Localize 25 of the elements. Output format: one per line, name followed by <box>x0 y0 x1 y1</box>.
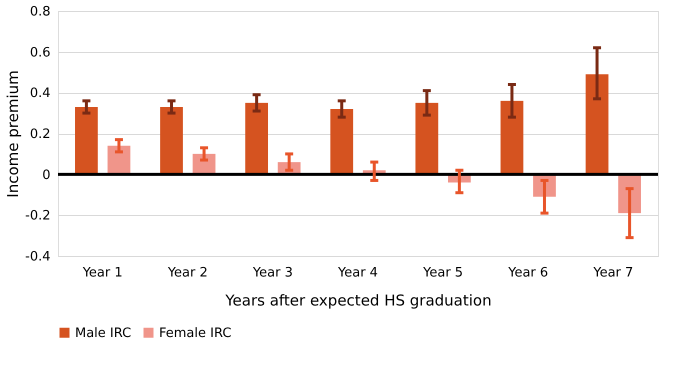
bar <box>586 74 608 174</box>
y-tick-label: 0.4 <box>30 86 50 102</box>
y-tick-label: 0.2 <box>30 127 50 142</box>
x-tick-label: Year 4 <box>337 266 378 280</box>
x-tick-label: Year 7 <box>592 266 634 280</box>
y-axis-title: Income premium <box>4 70 22 198</box>
y-tick-label: 0.6 <box>30 45 50 60</box>
legend-label: Female IRC <box>159 326 232 341</box>
y-tick-label: -0.2 <box>25 208 50 224</box>
y-tick-label: -0.4 <box>25 250 50 264</box>
y-tick-label: 0.8 <box>30 4 50 20</box>
x-tick-label: Year 1 <box>82 266 123 280</box>
x-tick-label: Year 2 <box>166 266 208 280</box>
bar <box>245 102 268 174</box>
x-tick-label: Year 6 <box>507 266 548 280</box>
x-tick-label: Year 3 <box>252 266 293 280</box>
bar <box>330 109 354 174</box>
bar <box>500 100 524 174</box>
bar <box>415 102 438 174</box>
x-axis-title: Years after expected HS graduation <box>224 292 492 310</box>
bar <box>160 106 183 174</box>
y-tick-label: 0 <box>42 168 50 183</box>
legend-label: Male IRC <box>75 326 132 341</box>
bar <box>75 106 98 174</box>
x-tick-label: Year 5 <box>422 266 464 280</box>
